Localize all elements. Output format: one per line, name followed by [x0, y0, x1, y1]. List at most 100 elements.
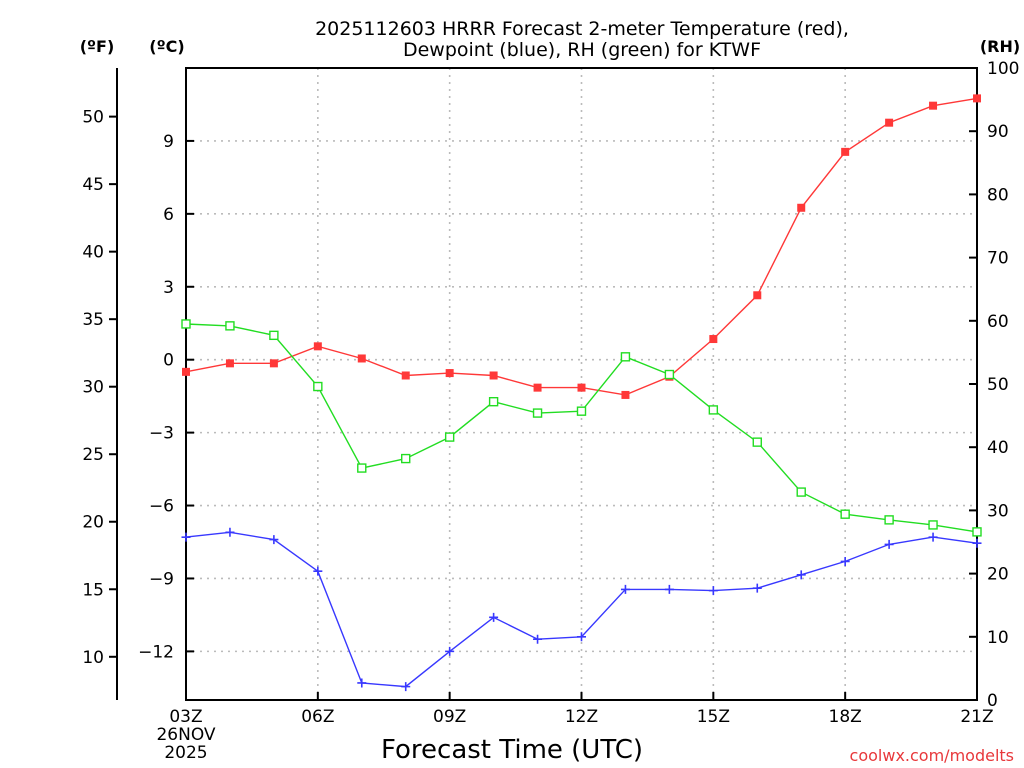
temperature-point — [621, 390, 630, 399]
temperature-point — [357, 354, 366, 363]
rh-point — [840, 509, 850, 519]
dewpoint-point — [489, 612, 499, 622]
dewpoint-point — [972, 538, 982, 548]
rh-point — [532, 408, 543, 418]
rh-tick-label: 60 — [987, 312, 1009, 332]
rh-tick-label: 70 — [987, 249, 1009, 269]
fahrenheit-tick-label: 30 — [82, 378, 104, 398]
celsius-tick-label: 6 — [163, 205, 174, 225]
rh-point — [488, 396, 499, 407]
temperature-point — [841, 147, 850, 156]
rh-point — [664, 369, 675, 380]
rh-tick-label: 50 — [987, 375, 1009, 395]
rh-tick-label: 0 — [987, 691, 998, 711]
rh-point — [357, 463, 367, 473]
rh-point — [181, 319, 191, 329]
x-tick-label: 09Z — [433, 707, 466, 727]
dewpoint-point — [269, 535, 279, 545]
rh-point — [972, 527, 982, 537]
chart-title-line-2: Dewpoint (blue), RH (green) for KTWF — [403, 39, 761, 61]
dewpoint-point — [664, 584, 674, 594]
x-tick-label: 18Z — [829, 707, 862, 727]
dewpoint-point — [928, 532, 938, 542]
dewpoint-point — [225, 527, 235, 537]
fahrenheit-tick-label: 40 — [82, 243, 104, 263]
axes: 03Z 06Z 09Z 12Z 15Z 18Z 21Z9630−3−6−9−12504540… — [82, 59, 1019, 727]
dewpoint-point — [708, 586, 718, 596]
rh-point — [796, 487, 806, 497]
x-tick-label: 15Z — [697, 707, 730, 727]
celsius-tick-label: 0 — [163, 351, 174, 371]
credit-link[interactable]: coolwx.com/modelts — [850, 746, 1014, 765]
dewpoint-point — [181, 532, 191, 542]
dewpoint-point — [445, 646, 455, 656]
x-tick-label: 21Z — [960, 707, 993, 727]
rh-point — [752, 437, 762, 447]
celsius-tick-label: −6 — [149, 497, 174, 517]
chart-title-line-1: 2025112603 HRRR Forecast 2-meter Tempera… — [315, 18, 849, 40]
temperature-point — [753, 291, 762, 300]
temperature-point — [401, 371, 410, 380]
dewpoint-point — [752, 583, 762, 593]
dewpoint-point — [313, 566, 323, 576]
x-tick-label: 03Z — [169, 707, 202, 727]
dewpoint-point — [401, 682, 411, 692]
fahrenheit-tick-label: 10 — [82, 648, 104, 668]
dewpoint-point — [357, 678, 367, 688]
fahrenheit-tick-label: 35 — [82, 310, 104, 330]
rh-point — [313, 381, 323, 392]
celsius-tick-label: −9 — [149, 569, 174, 589]
temperature-point — [973, 94, 981, 103]
celsius-unit-label: (ºC) — [149, 37, 184, 56]
dewpoint-point — [796, 570, 806, 580]
dewpoint-point — [840, 556, 850, 566]
celsius-tick-label: −3 — [149, 424, 174, 444]
rh-tick-label: 80 — [987, 185, 1009, 205]
rh-tick-label: 10 — [987, 628, 1009, 648]
fahrenheit-tick-label: 20 — [82, 513, 104, 533]
fahrenheit-tick-label: 45 — [82, 175, 104, 195]
x-start-date-line-2: 2025 — [164, 743, 207, 763]
fahrenheit-tick-label: 50 — [82, 108, 104, 128]
dewpoint-point — [577, 632, 586, 642]
rh-point — [269, 330, 279, 341]
temperature-point — [709, 335, 718, 344]
rh-tick-label: 40 — [987, 438, 1009, 458]
temperature-point — [225, 359, 234, 368]
rh-unit-label: (RH) — [980, 37, 1020, 56]
dewpoint-point — [884, 539, 894, 549]
celsius-tick-label: 3 — [163, 278, 174, 298]
dewpoint-point — [533, 634, 543, 644]
rh-tick-label: 30 — [987, 501, 1009, 521]
fahrenheit-tick-label: 15 — [82, 580, 104, 600]
x-axis-title: Forecast Time (UTC) — [381, 735, 643, 765]
rh-point — [225, 321, 235, 331]
temperature-point — [929, 101, 938, 110]
dewpoint-point — [620, 584, 630, 594]
rh-point — [708, 405, 719, 415]
rh-point — [620, 352, 631, 362]
rh-point — [401, 453, 411, 464]
rh-point — [444, 432, 455, 442]
rh-point — [928, 520, 938, 530]
rh-tick-label: 90 — [987, 122, 1009, 142]
rh-tick-label: 20 — [987, 565, 1009, 585]
temperature-point — [885, 118, 894, 127]
temperature-point — [489, 371, 498, 380]
temperature-point — [577, 383, 586, 392]
temperature-point — [313, 342, 322, 351]
temperature-point — [182, 367, 190, 376]
celsius-tick-label: 9 — [163, 132, 174, 152]
x-tick-label: 06Z — [301, 707, 334, 727]
rh-tick-label: 100 — [987, 59, 1019, 79]
x-start-date-line-1: 26NOV — [156, 725, 215, 745]
rh-point — [884, 515, 894, 525]
series-layer — [181, 94, 982, 692]
temperature-point — [269, 359, 278, 368]
fahrenheit-tick-label: 25 — [82, 445, 104, 465]
x-tick-label: 12Z — [565, 707, 598, 727]
rh-point — [576, 406, 587, 416]
temperature-point — [445, 369, 454, 378]
